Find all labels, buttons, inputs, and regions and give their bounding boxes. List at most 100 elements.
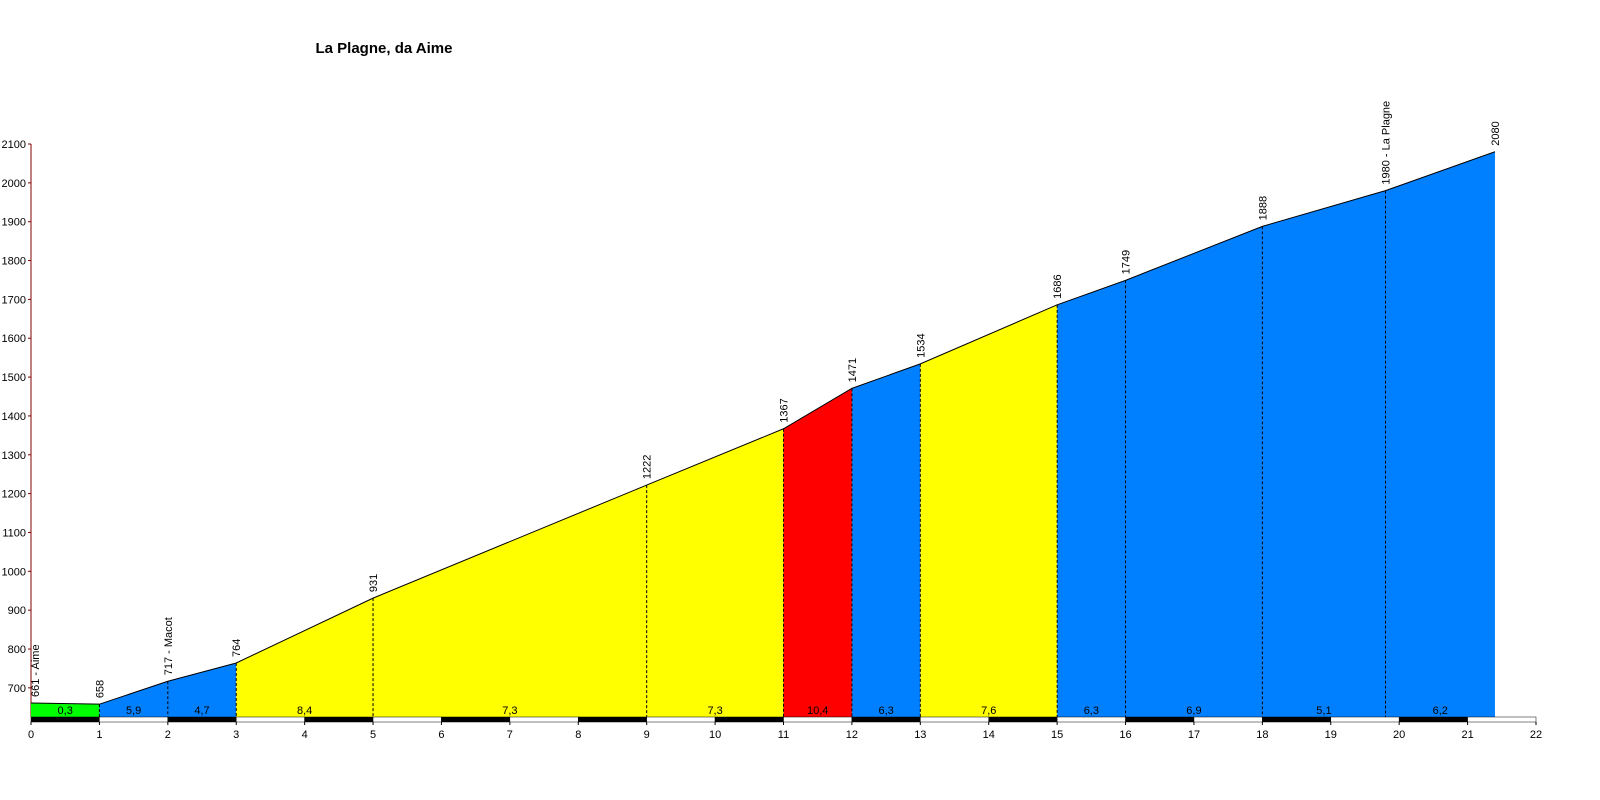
y-tick-label: 1700 — [2, 294, 26, 306]
point-label: 1888 — [1257, 196, 1269, 220]
y-tick-label: 1100 — [2, 527, 26, 539]
grade-label: 6,9 — [1186, 705, 1201, 717]
point-label: 1980 - La Plagne — [1381, 101, 1393, 185]
x-tick-label: 4 — [302, 729, 308, 741]
point-label: 1222 — [642, 455, 654, 479]
distance-strip — [783, 716, 853, 723]
y-tick-label: 1900 — [2, 217, 26, 229]
x-tick-label: 7 — [507, 729, 513, 741]
x-tick-label: 1 — [96, 729, 102, 741]
distance-strip — [1125, 716, 1195, 723]
y-tick-label: 2000 — [2, 178, 26, 190]
point-label: 1367 — [779, 398, 791, 422]
y-tick-label: 1500 — [2, 372, 26, 384]
point-label: 661 - Aime — [30, 644, 42, 697]
x-tick-label: 19 — [1325, 729, 1337, 741]
x-tick-label: 14 — [983, 729, 995, 741]
distance-strip — [372, 716, 442, 723]
point-label: 1534 — [915, 333, 927, 357]
point-label: 931 — [368, 574, 380, 592]
distance-strip — [851, 716, 921, 723]
grade-label: 7,3 — [707, 705, 722, 717]
x-tick-label: 12 — [846, 729, 858, 741]
distance-strip — [167, 716, 237, 723]
x-tick-label: 17 — [1188, 729, 1200, 741]
grade-label: 5,1 — [1316, 705, 1331, 717]
y-tick-label: 1600 — [2, 333, 26, 345]
segment — [1262, 190, 1386, 717]
grade-label: 8,4 — [297, 705, 312, 717]
x-tick-label: 8 — [575, 729, 581, 741]
distance-strip — [988, 716, 1058, 723]
grade-label: 0,3 — [58, 705, 73, 717]
x-tick-label: 20 — [1393, 729, 1405, 741]
y-tick-label: 2100 — [2, 139, 26, 151]
distance-strip — [1467, 716, 1537, 723]
x-tick-label: 2 — [165, 729, 171, 741]
x-tick-label: 0 — [28, 729, 34, 741]
grade-label: 5,9 — [126, 705, 141, 717]
grade-label: 6,2 — [1433, 705, 1448, 717]
point-label: 1686 — [1052, 274, 1064, 298]
x-tick-label: 3 — [233, 729, 239, 741]
distance-strip — [304, 716, 374, 723]
distance-strip — [30, 716, 100, 723]
grade-label: 7,6 — [981, 705, 996, 717]
grade-label: 4,7 — [194, 705, 209, 717]
segment — [1057, 280, 1126, 717]
point-label: 2080 — [1490, 121, 1502, 145]
chart-title: La Plagne, da Aime — [316, 40, 453, 57]
y-tick-label: 1000 — [2, 566, 26, 578]
distance-strip — [99, 716, 169, 723]
x-tick-label: 11 — [778, 729, 789, 741]
distance-strip — [920, 716, 989, 723]
distance-strip — [578, 716, 647, 723]
y-tick-label: 1200 — [2, 489, 26, 501]
distance-strip — [235, 716, 305, 723]
segment — [920, 304, 1058, 717]
x-tick-label: 16 — [1119, 729, 1131, 741]
distance-strip — [1398, 716, 1468, 723]
distance-strip — [1056, 716, 1126, 723]
segment — [167, 663, 237, 717]
y-tick-label: 1400 — [2, 411, 26, 423]
x-tick-label: 5 — [370, 729, 376, 741]
x-tick-label: 13 — [914, 729, 926, 741]
x-tick-label: 9 — [644, 729, 650, 741]
distance-strip — [509, 716, 579, 723]
segment — [99, 681, 168, 717]
grade-label: 6,3 — [878, 705, 893, 717]
point-label: 658 — [94, 680, 106, 698]
distance-strip — [646, 716, 716, 723]
point-label: 764 — [231, 639, 243, 657]
x-tick-label: 6 — [438, 729, 444, 741]
x-tick-label: 21 — [1461, 729, 1473, 741]
grade-label: 10,4 — [807, 705, 828, 717]
x-tick-label: 15 — [1051, 729, 1063, 741]
x-tick-label: 18 — [1256, 729, 1268, 741]
distance-strip — [1193, 716, 1263, 723]
profile-line — [30, 151, 1496, 705]
segment — [1125, 226, 1263, 717]
distance-strip — [1262, 716, 1332, 723]
distance-strip — [1330, 716, 1400, 723]
point-label: 1471 — [847, 358, 859, 382]
y-tick-label: 900 — [8, 605, 26, 617]
segment — [851, 363, 921, 717]
y-tick-label: 1300 — [2, 450, 26, 462]
grade-label: 7,3 — [502, 705, 517, 717]
grade-label: 6,3 — [1084, 705, 1099, 717]
x-tick-label: 10 — [709, 729, 721, 741]
segment — [1385, 151, 1495, 718]
y-tick-label: 800 — [8, 644, 26, 656]
point-label: 1749 — [1121, 250, 1133, 274]
segment — [236, 598, 374, 717]
x-tick-label: 22 — [1530, 729, 1542, 741]
point-label: 717 - Macot — [163, 617, 175, 675]
y-tick-label: 700 — [8, 683, 26, 695]
segment — [646, 428, 784, 717]
segment — [783, 388, 852, 717]
segment — [373, 485, 647, 717]
